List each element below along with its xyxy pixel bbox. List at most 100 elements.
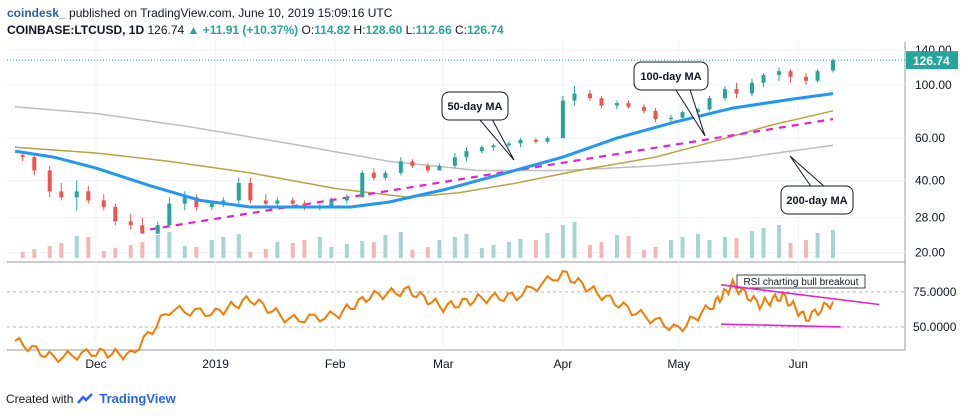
- tradingview-logo-icon[interactable]: [77, 392, 95, 405]
- candle-body: [32, 157, 37, 171]
- footer: Created with TradingView: [6, 391, 176, 406]
- candle-body: [653, 110, 658, 120]
- candle-body: [302, 203, 307, 207]
- volume-bar: [113, 248, 118, 258]
- volume-bar: [788, 243, 793, 258]
- low-label: L:: [405, 23, 416, 37]
- volume-bar: [302, 240, 307, 258]
- ma200-callout-pointer: [789, 155, 827, 189]
- volume-bar: [248, 252, 253, 258]
- volume-bar: [275, 242, 280, 258]
- candle-body: [614, 103, 619, 106]
- candle-body: [344, 197, 349, 201]
- price-tick-label: 100.00: [915, 78, 952, 92]
- volume-bar: [572, 222, 577, 258]
- close-value: 126.74: [467, 23, 504, 37]
- candle-body: [20, 155, 25, 158]
- high-value: 128.60: [365, 23, 403, 37]
- time-tick-label: Apr: [554, 357, 573, 371]
- candle-body: [680, 112, 685, 118]
- candle-body: [398, 161, 403, 173]
- volume-bar: [452, 237, 457, 258]
- volume-bar: [815, 233, 820, 258]
- candle-body: [410, 161, 415, 166]
- candle-body: [707, 98, 712, 110]
- high-label: H:: [353, 23, 366, 37]
- candle-body: [695, 109, 700, 113]
- volume-bar: [641, 250, 646, 258]
- volume-bar: [518, 239, 523, 258]
- volume-bar: [47, 246, 52, 258]
- candle-body: [545, 138, 550, 142]
- candle-body: [167, 203, 172, 226]
- volume-bar: [140, 242, 145, 258]
- volume-bar: [20, 252, 25, 258]
- candle-body: [626, 103, 631, 107]
- candle-body: [722, 89, 727, 99]
- volume-bar: [776, 225, 781, 258]
- volume-bar: [59, 243, 64, 258]
- candle-body: [290, 200, 295, 204]
- price-tick-label: 28.00: [915, 211, 945, 225]
- ma50-callout-label: 50-day MA: [447, 101, 502, 113]
- price-tick-label: 60.00: [915, 131, 945, 145]
- volume-bar: [263, 249, 268, 258]
- candle-body: [86, 191, 91, 201]
- candle-body: [371, 172, 376, 178]
- candle-body: [734, 89, 739, 94]
- volume-bar: [101, 251, 106, 258]
- price-chart[interactable]: 50-day MA 100-day MA 200-day MA RSI chartin…: [0, 42, 975, 387]
- rsi-line: [14, 269, 834, 364]
- volume-bar: [680, 237, 685, 258]
- candle-body: [749, 82, 754, 94]
- ma100-callout-pointer: [674, 87, 706, 137]
- support-trendline: [149, 118, 834, 231]
- candle-body: [518, 139, 523, 144]
- volume-bar: [425, 247, 430, 258]
- candle-body: [425, 165, 430, 171]
- volume-bar: [479, 248, 484, 258]
- volume-bar: [155, 235, 160, 258]
- volume-bar: [410, 250, 415, 258]
- last-price-tag: [906, 51, 958, 70]
- candle-body: [668, 117, 673, 120]
- volume-bar: [74, 236, 79, 258]
- symbol-line: COINBASE:LTCUSD, 1D 126.74 ▲ +11.91 (+10…: [7, 23, 504, 37]
- candle-body: [128, 221, 133, 226]
- candle-body: [815, 71, 820, 81]
- rsi-callout-label: RSI charting bull breakout: [743, 277, 858, 288]
- volume-bar: [167, 232, 172, 258]
- candle-body: [452, 157, 457, 166]
- volume-bar: [695, 234, 700, 258]
- tradingview-logo-text[interactable]: TradingView: [99, 391, 176, 406]
- price-tick-label: 40.00: [915, 173, 945, 187]
- volume-bar: [707, 240, 712, 258]
- candle-body: [761, 74, 766, 83]
- volume-bar: [722, 237, 727, 258]
- time-tick-label: May: [667, 357, 690, 371]
- ma100-callout-label: 100-day MA: [640, 71, 701, 83]
- open-value: 114.82: [314, 23, 351, 37]
- volume-bar: [668, 240, 673, 258]
- rsi-callout-box: [736, 274, 866, 289]
- publish-line: coindesk_ published on TradingView.com, …: [7, 6, 392, 20]
- rsi-resistance-line: [721, 284, 880, 306]
- candle-body: [329, 200, 334, 207]
- candle-body: [194, 197, 199, 207]
- volume-bar: [533, 240, 538, 258]
- brand-name: coindesk_: [7, 6, 66, 20]
- ma50-callout-pointer: [477, 117, 515, 161]
- candle-body: [209, 203, 214, 207]
- candle-body: [491, 145, 496, 148]
- last-price: 126.74: [147, 23, 185, 37]
- rsi-tick-label: 75.0000: [913, 285, 957, 299]
- volume-bar: [587, 245, 592, 258]
- volume-bar: [32, 249, 37, 258]
- volume-bar: [329, 247, 334, 258]
- volume-bar: [221, 237, 226, 258]
- ma200-callout-label: 200-day MA: [786, 195, 847, 207]
- candle-body: [641, 106, 646, 111]
- volume-bar: [383, 235, 388, 258]
- volume-bar: [749, 231, 754, 258]
- candle-body: [74, 191, 79, 198]
